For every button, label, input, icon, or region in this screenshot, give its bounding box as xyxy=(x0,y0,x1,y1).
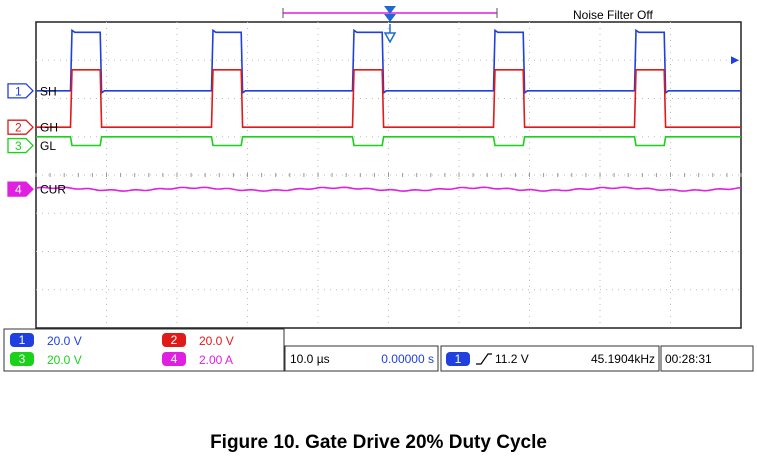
channel-marker-shape xyxy=(7,119,34,135)
ch4-badge-label: 4 xyxy=(171,352,178,366)
ch4-scale: 2.00 A xyxy=(199,353,233,367)
channel-markers: 1 SH 2 GH 3 GL 4 CUR xyxy=(7,83,66,197)
trace-sh xyxy=(36,28,741,95)
channel-number: 3 xyxy=(15,139,22,153)
channel-scale-readout: 1 20.0 V 2 20.0 V 3 20.0 V 4 2.00 A xyxy=(3,328,285,372)
ch3-badge xyxy=(10,352,34,366)
channel-number: 1 xyxy=(15,84,22,98)
channel-name: CUR xyxy=(40,183,66,197)
trigger-readout: 1 11.2 V 45.1904kHz xyxy=(440,345,660,372)
graticule xyxy=(35,22,742,328)
traces xyxy=(35,28,742,192)
ch1-scale: 20.0 V xyxy=(47,334,82,348)
channel-marker-cur[interactable]: 4 CUR xyxy=(7,181,66,197)
noise-filter-status: Noise Filter Off xyxy=(573,8,653,22)
trigger-channel-label: 1 xyxy=(455,352,462,366)
clock-readout: 00:28:31 xyxy=(660,345,754,372)
ch2-badge-label: 2 xyxy=(171,333,178,347)
rising-edge-icon xyxy=(476,353,492,365)
channel-marker-sh[interactable]: 1 SH xyxy=(7,83,57,99)
channel-number: 2 xyxy=(15,121,22,135)
trigger-position-marker-icon xyxy=(384,6,396,14)
channel-name: GL xyxy=(40,139,56,153)
trace-gh xyxy=(36,69,741,128)
channel-name: GH xyxy=(40,121,58,135)
ch1-badge-label: 1 xyxy=(19,333,26,347)
timebase-readout: 10.0 µs 0.00000 s xyxy=(284,345,439,372)
ch2-badge xyxy=(162,333,186,347)
ch1-badge xyxy=(10,333,34,347)
frequency-readout: 45.1904kHz xyxy=(591,352,655,366)
clock-value: 00:28:31 xyxy=(665,352,712,366)
channel-number: 4 xyxy=(15,183,22,197)
trace-cur xyxy=(35,186,742,192)
trigger-level: 11.2 V xyxy=(495,352,529,366)
trigger-level-arrow-icon xyxy=(731,56,739,65)
channel-marker-shape xyxy=(7,83,34,99)
figure-caption: Figure 10. Gate Drive 20% Duty Cycle xyxy=(210,432,547,453)
ch4-badge xyxy=(162,352,186,366)
oscilloscope-screen: Noise Filter Off 1 SH 2 GH 3 GL 4 CUR 1 20.0 V … xyxy=(3,6,754,372)
channel-marker-shape xyxy=(7,181,34,197)
channel-marker-gl[interactable]: 3 GL xyxy=(7,137,56,154)
trace-gl xyxy=(36,136,741,147)
channel-name: SH xyxy=(40,84,57,98)
ch3-scale: 20.0 V xyxy=(47,353,82,367)
ch2-scale: 20.0 V xyxy=(199,334,234,348)
horizontal-position-indicator xyxy=(282,6,498,44)
channel-marker-gh[interactable]: 2 GH xyxy=(7,119,58,135)
trigger-channel-badge xyxy=(446,352,470,366)
delay-value: 0.00000 s xyxy=(381,352,434,366)
ch3-badge-label: 3 xyxy=(19,352,26,366)
timebase-value: 10.0 µs xyxy=(290,352,330,366)
channel-marker-shape xyxy=(7,137,34,154)
